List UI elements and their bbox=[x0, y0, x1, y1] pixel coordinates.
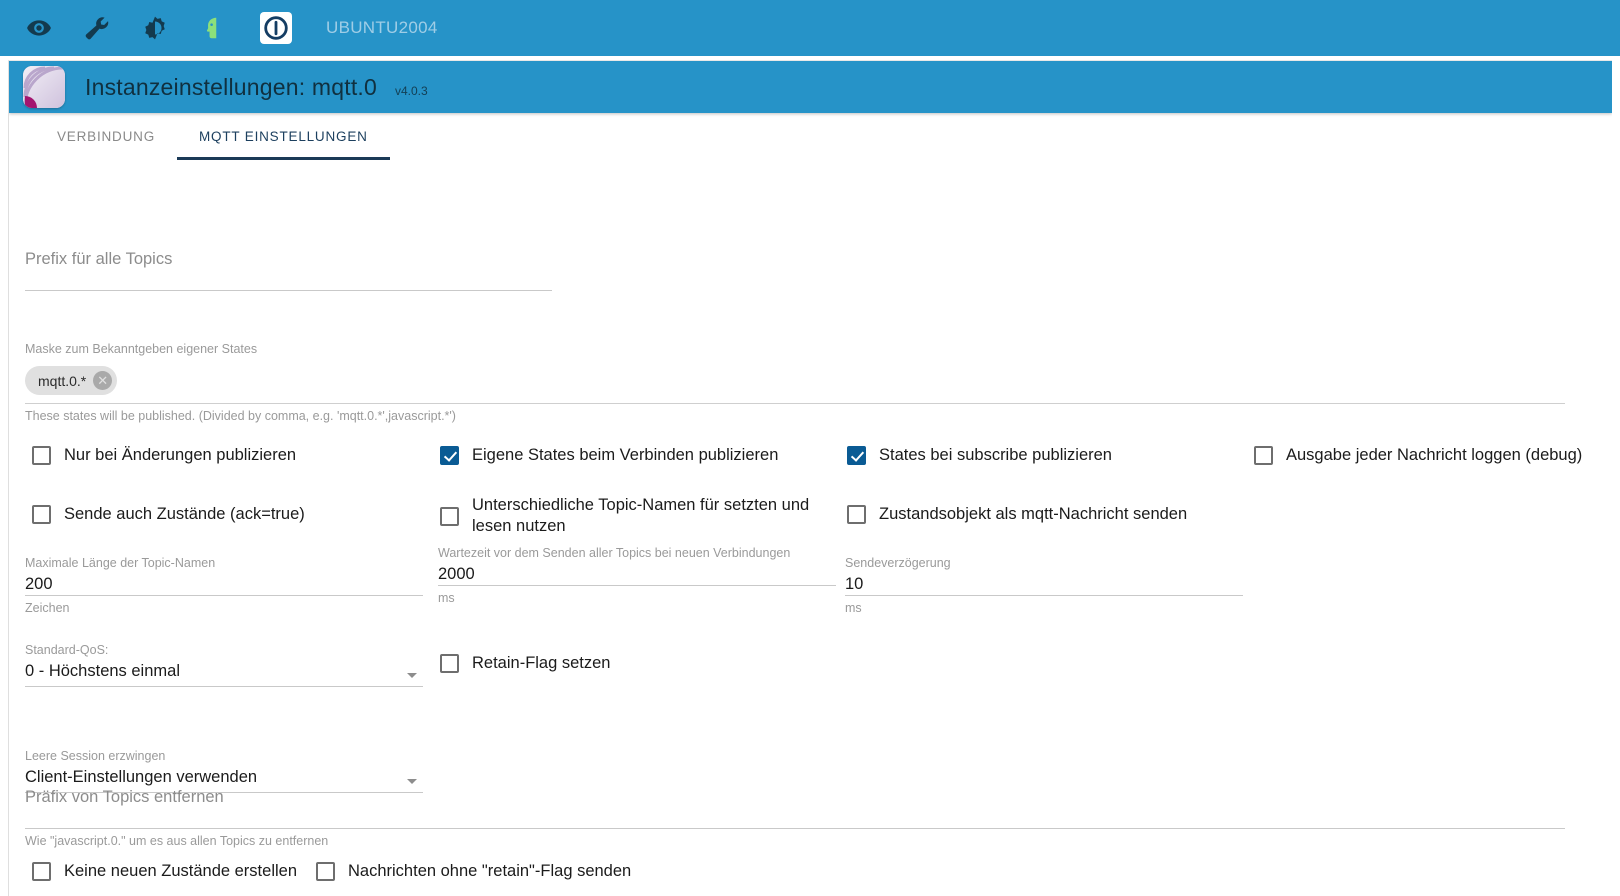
wait-before-send-field: Wartezeit vor dem Senden aller Topics be… bbox=[438, 546, 836, 606]
checkbox-eigene-states-beim-verbinden[interactable]: Eigene States beim Verbinden publizieren bbox=[440, 445, 835, 466]
checkbox-keine-neuen-zustaende[interactable]: Keine neuen Zustände erstellen bbox=[32, 861, 302, 882]
chevron-down-icon[interactable] bbox=[407, 673, 417, 678]
system-topbar: UBUNTU2004 bbox=[0, 0, 1620, 56]
force-clean-session-label: Leere Session erzwingen bbox=[25, 749, 166, 763]
checkbox-label: Keine neuen Zustände erstellen bbox=[64, 862, 297, 880]
force-clean-session-field[interactable]: Leere Session erzwingen Client-Einstellu… bbox=[25, 749, 423, 793]
checkbox-label: Eigene States beim Verbinden publizieren bbox=[472, 446, 779, 464]
mqtt-adapter-logo bbox=[23, 66, 65, 108]
force-clean-session-select[interactable]: Client-Einstellungen verwenden bbox=[25, 764, 423, 793]
checkbox-box[interactable] bbox=[440, 446, 459, 465]
checkbox-box[interactable] bbox=[847, 446, 866, 465]
settings-tabs: Verbindung MQTT Einstellungen bbox=[9, 113, 1612, 161]
checkbox-label: Retain-Flag setzen bbox=[472, 654, 611, 672]
checkbox-ausgabe-jeder-nachricht-loggen[interactable]: Ausgabe jeder Nachricht loggen (debug) bbox=[1254, 445, 1612, 466]
adapter-header: Instanzeinstellungen: mqtt.0 v4.0.3 bbox=[9, 61, 1612, 113]
checkbox-retain-flag-setzen[interactable]: Retain-Flag setzen bbox=[440, 653, 790, 674]
checkbox-label: Zustandsobjekt als mqtt-Nachricht senden bbox=[879, 505, 1188, 523]
contrast-icon[interactable] bbox=[138, 11, 172, 45]
checkbox-box[interactable] bbox=[440, 507, 459, 526]
tab-mqtt-einstellungen[interactable]: MQTT Einstellungen bbox=[177, 113, 390, 160]
remove-prefix-help: Wie "javascript.0." um es aus allen Topi… bbox=[25, 834, 329, 848]
send-delay-input[interactable]: 10 bbox=[845, 571, 1243, 596]
chip-remove-icon[interactable]: ✕ bbox=[93, 371, 113, 390]
checkbox-label: Nur bei Änderungen publizieren bbox=[64, 446, 297, 464]
settings-form: Prefix für alle Topics Maske zum Bekannt… bbox=[9, 161, 1612, 881]
send-delay-field: Sendeverzögerung 10 ms bbox=[845, 556, 1243, 616]
checkbox-label: Nachrichten ohne "retain"-Flag senden bbox=[348, 862, 632, 880]
chip-label: mqtt.0.* bbox=[38, 372, 87, 389]
checkbox-nur-bei-aenderungen[interactable]: Nur bei Änderungen publizieren bbox=[32, 445, 417, 466]
iobroker-logo-icon[interactable] bbox=[260, 12, 292, 44]
eye-icon[interactable] bbox=[22, 11, 56, 45]
host-label: UBUNTU2004 bbox=[326, 18, 438, 37]
default-qos-label: Standard-QoS: bbox=[25, 643, 109, 657]
checkbox-zustandsobjekt-als-mqtt-nachricht[interactable]: Zustandsobjekt als mqtt-Nachricht senden bbox=[847, 504, 1242, 525]
adapter-version: v4.0.3 bbox=[395, 84, 428, 98]
checkbox-box[interactable] bbox=[32, 862, 51, 881]
own-states-mask-chips[interactable]: mqtt.0.* ✕ bbox=[25, 357, 1565, 404]
max-topic-length-help: Zeichen bbox=[25, 601, 70, 615]
checkbox-box[interactable] bbox=[440, 654, 459, 673]
page-title: Instanzeinstellungen: mqtt.0 bbox=[85, 73, 377, 100]
tab-verbindung[interactable]: Verbindung bbox=[57, 129, 156, 144]
wrench-icon[interactable] bbox=[80, 11, 114, 45]
send-delay-help: ms bbox=[845, 601, 862, 615]
checkbox-unterschiedliche-topic-namen[interactable]: Unterschiedliche Topic-Namen für setzten… bbox=[440, 495, 835, 537]
checkbox-label: States bei subscribe publizieren bbox=[879, 446, 1112, 464]
remove-prefix-input[interactable] bbox=[25, 807, 1565, 829]
checkbox-box[interactable] bbox=[32, 446, 51, 465]
checkbox-label: Unterschiedliche Topic-Namen für setzten… bbox=[472, 496, 810, 535]
prefix-all-topics-label: Prefix für alle Topics bbox=[25, 250, 173, 268]
head-icon[interactable] bbox=[196, 11, 230, 45]
checkbox-states-bei-subscribe[interactable]: States bei subscribe publizieren bbox=[847, 445, 1242, 466]
remove-prefix-field: Präfix von Topics entfernen Wie "javascr… bbox=[25, 787, 1565, 849]
own-states-mask-label: Maske zum Bekanntgeben eigener States bbox=[25, 342, 258, 356]
checkbox-sende-auch-zustaende[interactable]: Sende auch Zustände (ack=true) bbox=[32, 504, 417, 525]
chip-mqtt-mask[interactable]: mqtt.0.* ✕ bbox=[25, 366, 118, 395]
checkbox-label: Sende auch Zustände (ack=true) bbox=[64, 505, 305, 523]
remove-prefix-label: Präfix von Topics entfernen bbox=[25, 788, 224, 806]
max-topic-length-field: Maximale Länge der Topic-Namen 200 Zeich… bbox=[25, 556, 423, 616]
default-qos-select[interactable]: 0 - Höchstens einmal bbox=[25, 658, 423, 687]
wait-before-send-help: ms bbox=[438, 591, 455, 605]
prefix-all-topics-input[interactable] bbox=[25, 269, 552, 291]
checkbox-label: Ausgabe jeder Nachricht loggen (debug) bbox=[1286, 446, 1583, 464]
adapter-settings-page: Instanzeinstellungen: mqtt.0 v4.0.3 Verb… bbox=[8, 60, 1612, 896]
wait-before-send-label: Wartezeit vor dem Senden aller Topics be… bbox=[438, 546, 791, 560]
wait-before-send-input[interactable]: 2000 bbox=[438, 561, 836, 586]
own-states-mask-field: Maske zum Bekanntgeben eigener States mq… bbox=[25, 342, 1565, 424]
max-topic-length-input[interactable]: 200 bbox=[25, 571, 423, 596]
send-delay-label: Sendeverzögerung bbox=[845, 556, 951, 570]
prefix-all-topics-field: Prefix für alle Topics bbox=[25, 249, 552, 291]
checkbox-box[interactable] bbox=[847, 505, 866, 524]
checkbox-nachrichten-ohne-retain-flag[interactable]: Nachrichten ohne "retain"-Flag senden bbox=[316, 861, 646, 882]
checkbox-box[interactable] bbox=[316, 862, 335, 881]
max-topic-length-label: Maximale Länge der Topic-Namen bbox=[25, 556, 216, 570]
default-qos-field[interactable]: Standard-QoS: 0 - Höchstens einmal bbox=[25, 643, 423, 687]
checkbox-box[interactable] bbox=[32, 505, 51, 524]
chevron-down-icon[interactable] bbox=[407, 779, 417, 784]
own-states-mask-help: These states will be published. (Divided… bbox=[25, 409, 456, 423]
checkbox-box[interactable] bbox=[1254, 446, 1273, 465]
